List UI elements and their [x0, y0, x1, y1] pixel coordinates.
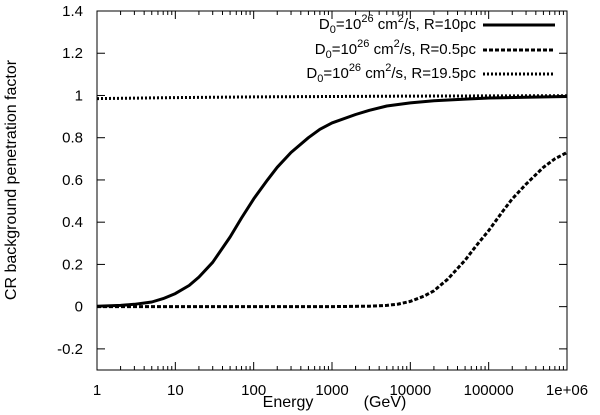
y-tick-label: 1.2: [62, 45, 83, 62]
x-tick-label: 100: [241, 382, 266, 399]
axis-ticks: 1 10 100 1000 10000 100000 1e+06 -0.2 0 0.2 0.4 0.6…: [57, 3, 588, 399]
y-tick-label: 0: [75, 299, 83, 316]
legend-label-1: D0=1026 cm2/s, R=10pc: [319, 13, 477, 36]
x-tick-label: 10: [167, 382, 184, 399]
series-line-1: [96, 95, 568, 308]
y-tick-label: 0.8: [62, 130, 83, 147]
y-tick-label: 1.4: [62, 3, 83, 20]
x-tick-label: 1: [93, 382, 101, 399]
y-tick-label: -0.2: [57, 341, 83, 358]
x-tick-label: 10000: [389, 382, 431, 399]
x-axis-unit: (GeV): [364, 394, 407, 411]
x-tick-label: 100000: [464, 382, 514, 399]
y-axis-title: CR background penetration factor: [3, 59, 20, 300]
y-tick-label: 0.4: [62, 214, 83, 231]
y-tick-label: 0.2: [62, 256, 83, 273]
series-line-2: [97, 151, 568, 309]
x-tick-label: 1e+06: [546, 382, 588, 399]
y-tick-label: 0.6: [62, 172, 83, 189]
legend-label-3: D0=1026 cm2/s, R=19.5pc: [306, 62, 476, 85]
y-tick-label: 1: [75, 87, 83, 104]
series-layer: [96, 94, 568, 309]
x-axis-title: Energy: [263, 394, 314, 411]
legend-label-2: D0=1026 cm2/s, R=0.5pc: [315, 38, 477, 61]
x-tick-label: 1000: [315, 382, 348, 399]
